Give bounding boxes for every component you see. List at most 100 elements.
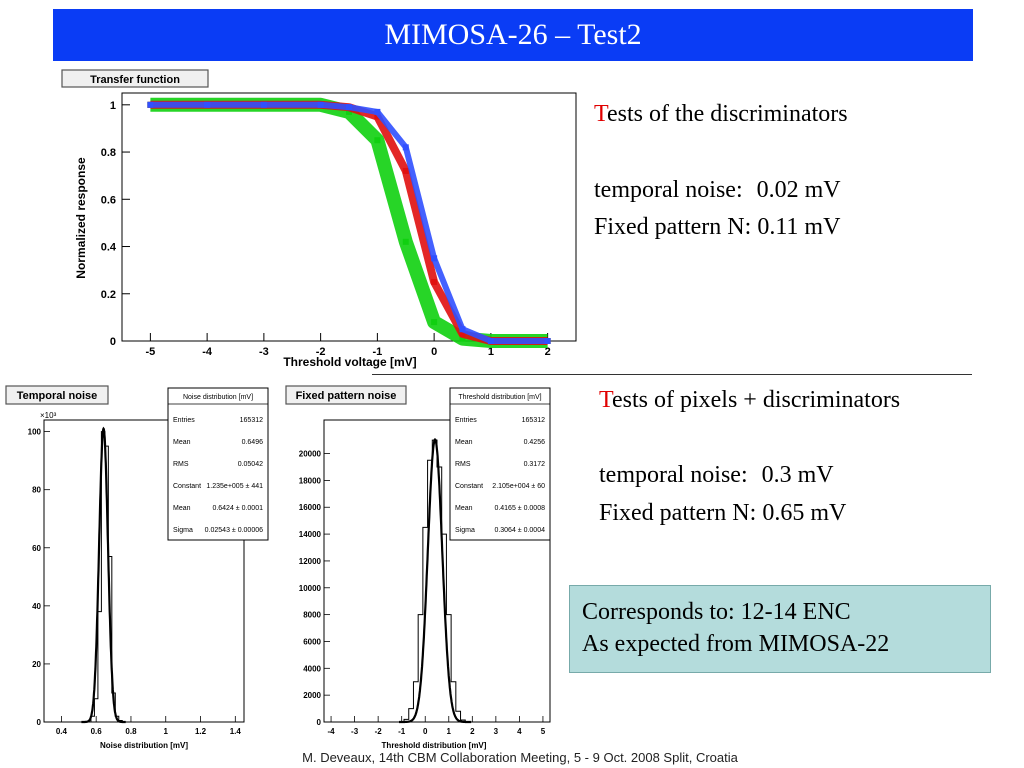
section1-heading-initial: T bbox=[594, 101, 607, 127]
stats-box bbox=[449, 387, 551, 541]
conclusion-box: Corresponds to: 12-14 ENC As expected fr… bbox=[569, 585, 991, 673]
series-line bbox=[150, 101, 548, 344]
section1-line1: temporal noise: 0.02 mV bbox=[594, 177, 841, 204]
section1-line1-label: temporal noise: bbox=[594, 177, 743, 203]
histogram-bars bbox=[87, 431, 126, 723]
stats-box bbox=[167, 387, 269, 541]
data-point bbox=[374, 137, 381, 144]
section1-line2-label: Fixed pattern N: bbox=[594, 214, 752, 240]
section1-line2-value: 0.11 mV bbox=[757, 214, 841, 240]
section2-heading-initial: T bbox=[599, 387, 612, 413]
temporal-noise-chart: Temporal noise ×10³ 0.4 0.6 0.8 1 1.2 1.4 0 20 4… bbox=[5, 385, 269, 750]
y-tick-label: 6000 bbox=[303, 637, 321, 646]
y-tick-label: 0.6 bbox=[101, 194, 116, 206]
data-point bbox=[431, 255, 438, 262]
stats-title: Threshold distribution [mV] bbox=[458, 394, 541, 401]
series-line bbox=[150, 100, 548, 345]
y-tick-label: 0 bbox=[37, 718, 42, 727]
x-tick-label: -3 bbox=[351, 727, 359, 736]
section1-heading: Tests of the discriminators bbox=[594, 101, 848, 128]
stats-value: 165312 bbox=[240, 417, 263, 424]
series-line bbox=[150, 97, 548, 348]
footer: M. Deveaux, 14th CBM Collaboration Meeti… bbox=[302, 750, 738, 765]
x-tick-label: -5 bbox=[145, 346, 155, 358]
stats-label: Sigma bbox=[455, 527, 475, 534]
stats-label: Mean bbox=[455, 505, 473, 512]
x-tick-label: -1 bbox=[372, 346, 382, 358]
x-tick-label: 2 bbox=[470, 727, 475, 736]
stats-value: 0.3064 ± 0.0004 bbox=[494, 527, 545, 534]
y-tick-label: 20000 bbox=[299, 450, 322, 459]
x-tick-label: 4 bbox=[517, 727, 522, 736]
data-point bbox=[346, 104, 352, 111]
stats-label: Sigma bbox=[173, 527, 193, 534]
stats-value: 1.235e+005 ± 441 bbox=[206, 483, 263, 490]
stats-label: Mean bbox=[455, 439, 473, 446]
y-tick-label: 0 bbox=[317, 718, 322, 727]
section2-line1: temporal noise: 0.3 mV bbox=[599, 462, 834, 489]
slide-title: MIMOSA-26 – Test2 bbox=[53, 9, 973, 61]
x-tick-label: -1 bbox=[398, 727, 406, 736]
data-point bbox=[147, 101, 154, 108]
stats-value: 0.6424 ± 0.0001 bbox=[212, 505, 263, 512]
x-tick-label: 1 bbox=[488, 346, 494, 358]
section2-heading: Tests of pixels + discriminators bbox=[599, 387, 900, 414]
stats-value: 2.105e+004 ± 60 bbox=[492, 483, 545, 490]
section2-line2-value: 0.65 mV bbox=[762, 500, 847, 526]
y-tick-label: 1 bbox=[110, 100, 116, 112]
y-tick-label: 18000 bbox=[299, 476, 322, 485]
data-point bbox=[346, 108, 352, 115]
stats-label: RMS bbox=[455, 461, 471, 468]
stats-label: Entries bbox=[455, 417, 477, 424]
stats-label: Constant bbox=[455, 483, 483, 490]
x-tick-label: -2 bbox=[316, 346, 326, 358]
x-tick-label: 0 bbox=[423, 727, 428, 736]
data-point bbox=[431, 319, 438, 326]
x-tick-label: 0.6 bbox=[91, 727, 103, 736]
x-tick-label: 0 bbox=[431, 346, 437, 358]
data-point bbox=[402, 167, 409, 174]
data-point bbox=[260, 101, 267, 108]
fixed-pattern-noise-chart: Fixed pattern noise -4 -3 -2 -1 0 1 2 3 4 5 0 2000 4… bbox=[285, 385, 551, 750]
y-tick-label: 0 bbox=[110, 336, 116, 348]
y-tick-label: 14000 bbox=[299, 530, 322, 539]
fixed-pattern-noise-title: Fixed pattern noise bbox=[296, 390, 397, 402]
conclusion-line2: As expected from MIMOSA-22 bbox=[582, 631, 890, 657]
y-tick-label: 80 bbox=[32, 486, 41, 495]
x-tick-label: 5 bbox=[541, 727, 546, 736]
y-tick-label: 2000 bbox=[303, 691, 321, 700]
x-tick-label: 2 bbox=[545, 346, 551, 358]
x-tick-label: 3 bbox=[494, 727, 499, 736]
stats-label: Entries bbox=[173, 417, 195, 424]
section-divider bbox=[372, 374, 972, 375]
x-tick-label: 0.8 bbox=[125, 727, 137, 736]
data-point bbox=[402, 238, 409, 245]
data-point bbox=[204, 101, 211, 108]
data-point bbox=[317, 101, 324, 108]
stats-value: 0.6496 bbox=[242, 439, 264, 446]
y-tick-label: 10000 bbox=[299, 584, 322, 593]
stats-title: Noise distribution [mV] bbox=[183, 394, 253, 401]
y-tick-label: 100 bbox=[28, 428, 42, 437]
y-tick-label: 0.4 bbox=[101, 242, 117, 254]
stats-value: 0.4256 bbox=[524, 439, 546, 446]
y-multiplier-label: ×10³ bbox=[40, 411, 57, 420]
temporal-noise-title: Temporal noise bbox=[17, 390, 97, 402]
y-tick-label: 16000 bbox=[299, 503, 322, 512]
stats-label: Mean bbox=[173, 439, 191, 446]
data-point bbox=[459, 330, 466, 337]
y-tick-label: 60 bbox=[32, 544, 41, 553]
section1-line1-value: 0.02 mV bbox=[756, 177, 841, 203]
stats-value: 0.05042 bbox=[238, 461, 263, 468]
section2-line1-label: temporal noise: bbox=[599, 462, 748, 488]
x-tick-label: 0.4 bbox=[56, 727, 68, 736]
section2-line1-value: 0.3 mV bbox=[761, 462, 834, 488]
data-point bbox=[544, 338, 551, 344]
y-axis-label: Normalized response bbox=[74, 157, 88, 279]
section1-heading-rest: ests of the discriminators bbox=[606, 101, 848, 127]
stats-label: Constant bbox=[173, 483, 201, 490]
gaussian-fit-line bbox=[399, 438, 472, 724]
stats-value: 0.02543 ± 0.00006 bbox=[205, 527, 263, 534]
stats-label: Mean bbox=[173, 505, 191, 512]
section2-line2-label: Fixed pattern N: bbox=[599, 500, 757, 526]
